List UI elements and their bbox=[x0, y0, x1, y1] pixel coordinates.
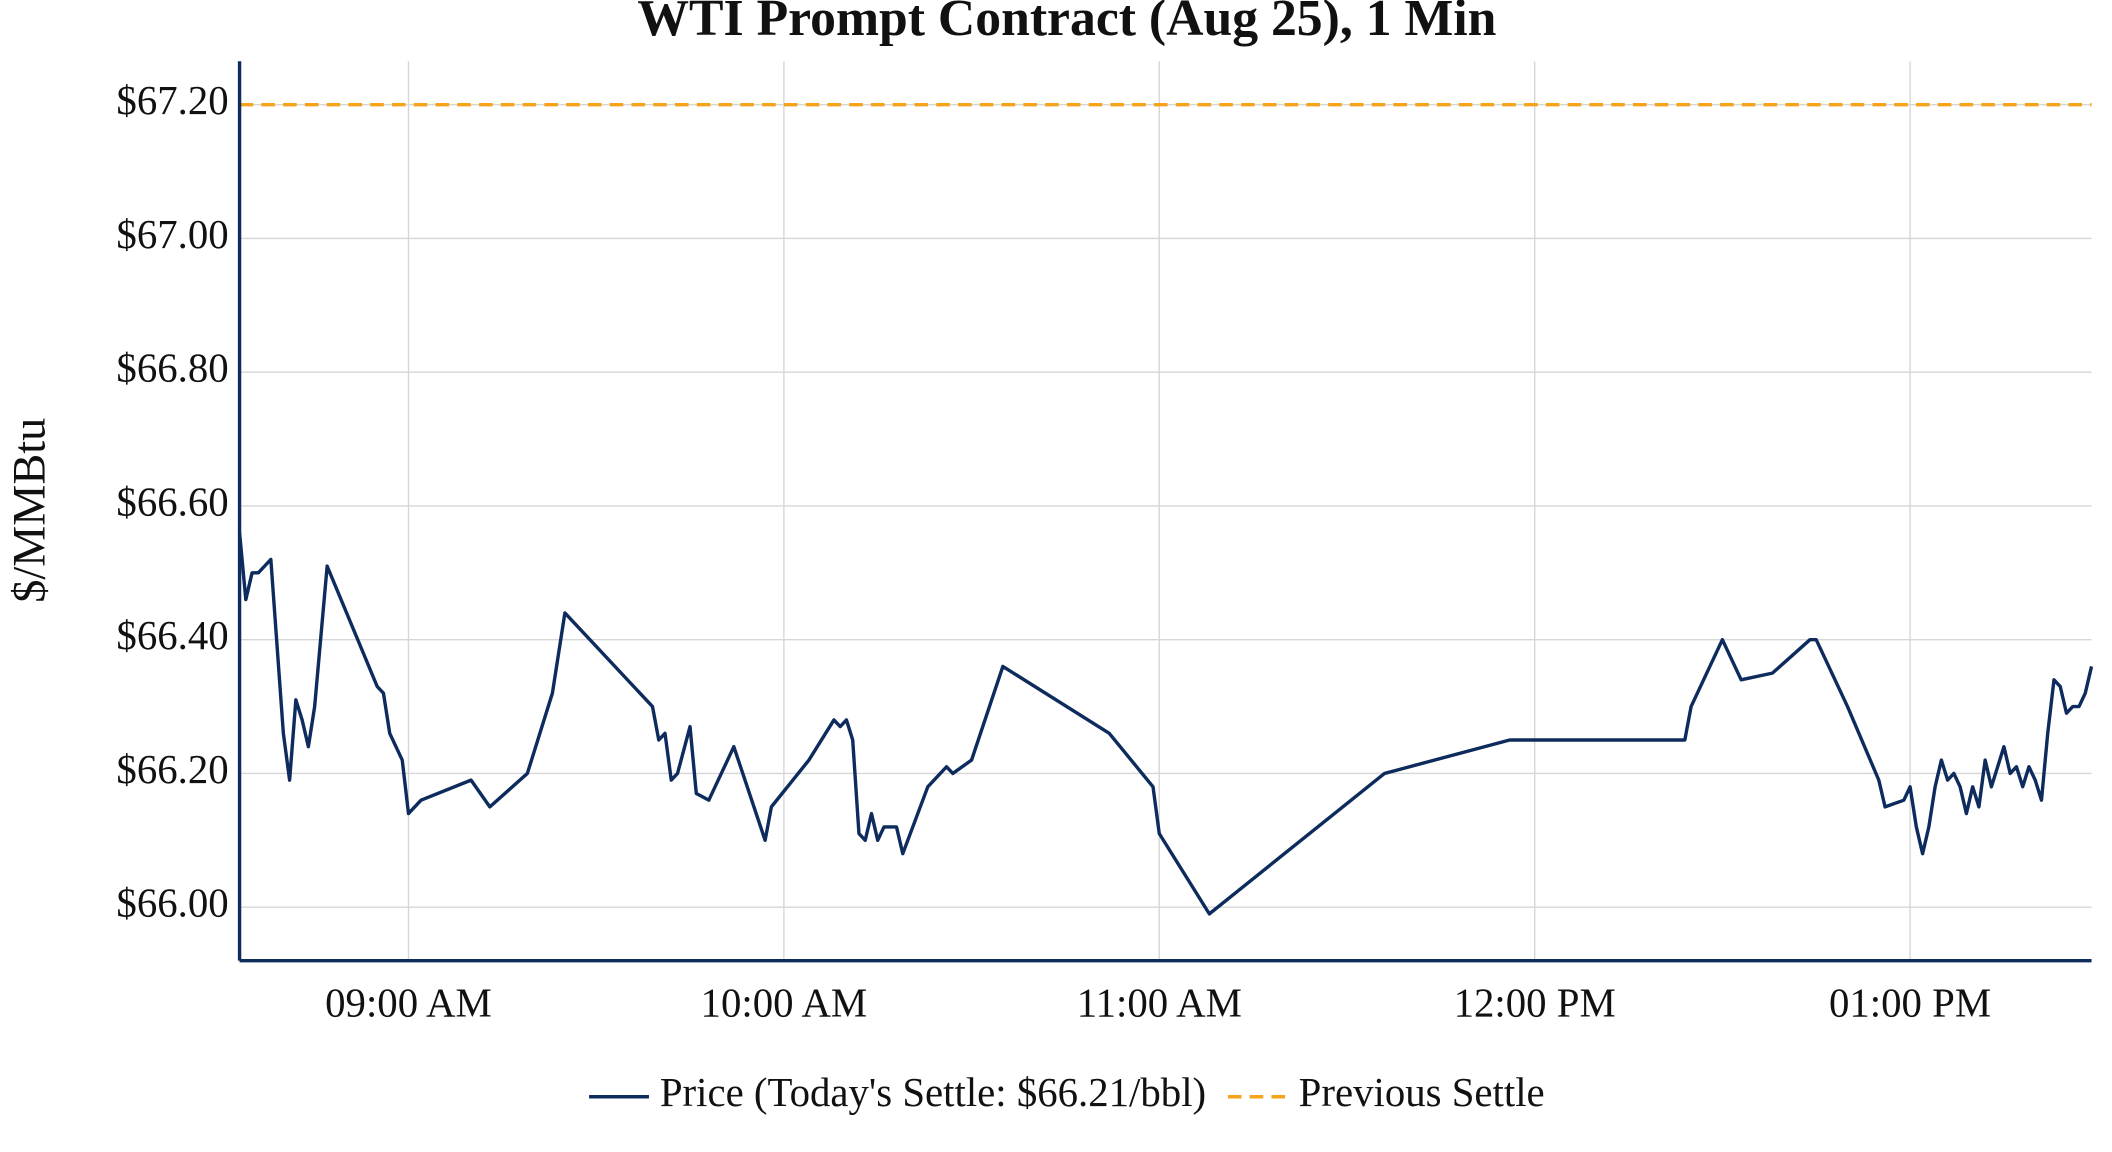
y-tick-label: $67.20 bbox=[116, 78, 228, 123]
legend-label: Previous Settle bbox=[1299, 1070, 1545, 1115]
y-tick-label: $66.80 bbox=[116, 346, 228, 391]
x-tick-label: 12:00 PM bbox=[1454, 980, 1616, 1025]
grid: $66.00 $66.20 $66.40 $66.60 $66.80 $67.00 $67.… bbox=[116, 61, 2092, 1025]
x-tick-label: 10:00 AM bbox=[701, 980, 868, 1025]
y-tick-label: $66.40 bbox=[116, 613, 228, 658]
x-tick-label: 09:00 AM bbox=[325, 980, 492, 1025]
chart-title: WTI Prompt Contract (Aug 25), 1 Min bbox=[637, 0, 1496, 47]
y-tick-label: $66.00 bbox=[116, 881, 228, 926]
y-tick-label: $67.00 bbox=[116, 212, 228, 257]
legend: Price (Today's Settle: $66.21/bbl) Previo… bbox=[589, 1070, 1545, 1115]
y-tick-label: $66.60 bbox=[116, 479, 228, 524]
y-tick-label: $66.20 bbox=[116, 747, 228, 792]
x-tick-label: 11:00 AM bbox=[1077, 980, 1242, 1025]
plot-area bbox=[237, 61, 2094, 963]
x-tick-label: 01:00 PM bbox=[1829, 980, 1991, 1025]
price-line bbox=[237, 532, 2094, 916]
y-axis-label: $/MMBtu bbox=[5, 418, 56, 603]
legend-label: Price (Today's Settle: $66.21/bbl) bbox=[660, 1070, 1206, 1115]
